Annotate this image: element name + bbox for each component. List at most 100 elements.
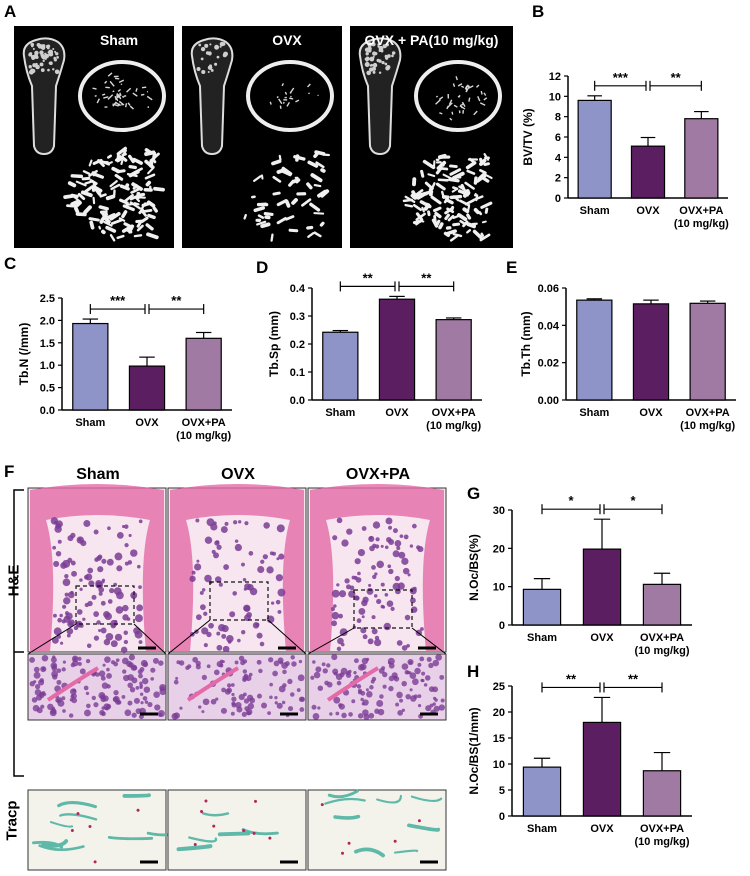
marrow-cell — [260, 559, 265, 564]
trabecular-mesh-strut — [75, 180, 87, 187]
marrow-cell — [248, 672, 253, 677]
bar — [642, 770, 682, 817]
trabecular-strut — [473, 110, 478, 116]
marrow-cell — [428, 662, 434, 669]
tracp-trabecula — [49, 821, 74, 828]
marrow-cell — [341, 712, 347, 719]
marrow-cell — [72, 688, 77, 693]
marrow-cell — [224, 521, 229, 526]
trabecular-mesh-strut — [473, 208, 480, 215]
trabecular-mesh-strut — [120, 159, 124, 166]
trabecular-mesh-strut — [140, 202, 147, 211]
trabecular-strut — [109, 80, 115, 87]
marrow-cell — [248, 551, 254, 556]
marrow-cell — [123, 639, 129, 645]
y-tick-label: 6 — [555, 132, 561, 144]
trabecular-mesh-strut — [147, 213, 156, 220]
trabecular-mesh-strut — [142, 209, 153, 213]
trabecular-mesh-strut — [434, 211, 442, 219]
panel-letter-h: H — [467, 662, 480, 681]
trabecular-mesh-strut — [433, 206, 442, 213]
marrow-cell — [246, 611, 252, 618]
trabecular-mesh-strut — [116, 234, 125, 240]
y-tick-label: 0.4 — [290, 283, 306, 295]
marrow-cell — [345, 584, 352, 590]
y-tick-label: 15 — [493, 733, 505, 745]
trabecular-strut — [461, 103, 464, 106]
osteoclast-stain — [393, 839, 397, 843]
marrow-cell — [101, 682, 109, 689]
trabecular-mesh-strut — [93, 172, 104, 179]
trabecular-mesh-strut — [421, 206, 425, 213]
marrow-cell — [403, 534, 409, 540]
trabecular-mesh-strut — [449, 164, 458, 169]
marrow-cell — [77, 656, 82, 661]
he-column — [167, 484, 307, 871]
chart-n-oc-bs-per-mm: 0 5 10 15 20 25 N.Oc/BS(1/mm) Sham OVX OVX+PA(10 … — [467, 671, 692, 848]
marrow-cell — [53, 560, 60, 567]
marrow-cell — [142, 696, 148, 701]
marrow-cell — [100, 600, 106, 606]
trabecular-mesh-strut — [483, 173, 493, 180]
marrow-cell — [392, 550, 400, 558]
marrow-cell — [392, 528, 398, 534]
microct-sham-image: Sham — [14, 26, 174, 248]
marrow-cell — [383, 622, 392, 631]
microct-render-group — [358, 37, 502, 242]
marrow-cell — [121, 525, 126, 529]
marrow-cell — [106, 667, 110, 672]
trabecular-mesh-strut — [153, 186, 165, 192]
marrow-cell — [102, 663, 106, 667]
trabecula-speck — [391, 51, 396, 55]
marrow-cell — [135, 685, 140, 690]
marrow-cell — [258, 668, 263, 674]
trabecular-mesh-strut — [121, 224, 134, 233]
bar — [522, 588, 562, 626]
trabecular-mesh-strut — [477, 173, 485, 180]
marrow-cell — [86, 703, 91, 709]
osteoclast-stain — [88, 825, 92, 829]
trabecular-mesh-strut — [460, 183, 466, 191]
marrow-cell — [98, 629, 102, 633]
marrow-cell — [338, 590, 347, 598]
significance-label: ** — [421, 270, 432, 285]
marrow-cell — [381, 666, 386, 670]
tracp-trabecula — [217, 831, 251, 837]
trabecular-mesh-strut — [121, 210, 128, 219]
y-tick-label: 0.3 — [290, 311, 305, 323]
marrow-cell — [241, 630, 246, 635]
marrow-cell — [376, 699, 384, 707]
marrow-cell — [394, 575, 400, 582]
trabecular-strut — [479, 102, 486, 106]
marrow-cell — [124, 543, 129, 548]
marrow-cell — [417, 694, 422, 699]
trabecular-strut — [146, 95, 153, 101]
marrow-cell — [41, 654, 49, 662]
marrow-cell — [50, 517, 59, 525]
marrow-cell — [98, 692, 106, 699]
category-label: OVX+PA — [640, 632, 684, 644]
histology-title-pa: OVX+PA — [345, 466, 411, 483]
trabecula-speck — [39, 62, 44, 67]
marrow-cell — [230, 683, 235, 687]
trabecula-speck — [364, 62, 370, 68]
marrow-cell — [426, 656, 432, 663]
marrow-cell — [384, 545, 389, 550]
marrow-cell — [52, 674, 58, 680]
trabecular-strut — [475, 84, 480, 88]
y-tick-label: 0 — [555, 193, 561, 205]
trabecula-speck — [36, 42, 41, 47]
trabecular-mesh-strut — [280, 169, 292, 177]
marrow-cell — [52, 545, 57, 550]
trabecular-mesh-strut — [121, 149, 127, 157]
marrow-cell — [124, 709, 132, 717]
marrow-cell — [425, 705, 432, 712]
marrow-cell — [358, 607, 366, 615]
trabecular-strut — [468, 97, 471, 102]
marrow-cell — [332, 535, 338, 541]
trabecular-mesh-strut — [88, 159, 93, 167]
marrow-cell — [107, 599, 113, 604]
trabecular-mesh-strut — [83, 205, 92, 215]
trabecular-mesh-strut — [130, 187, 142, 194]
trabecula-speck — [207, 65, 213, 70]
